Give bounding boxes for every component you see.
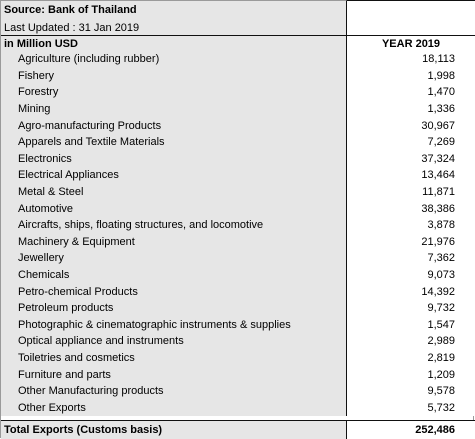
table-row: Furniture and parts 1,209 <box>1 366 475 383</box>
row-value[interactable]: 2,989 <box>347 333 475 350</box>
row-value[interactable]: 2,819 <box>347 349 475 367</box>
row-label[interactable]: Photographic & cinematographic instrumen… <box>1 316 347 334</box>
row-value[interactable]: 14,392 <box>347 283 475 300</box>
row-label[interactable]: Toiletries and cosmetics <box>1 349 347 367</box>
row-label[interactable]: Machinery & Equipment <box>1 233 347 251</box>
row-label[interactable]: Agriculture (including rubber) <box>1 51 347 68</box>
row-value[interactable]: 30,967 <box>347 117 475 134</box>
total-row: Total Exports (Customs basis) 252,486 <box>1 420 475 439</box>
row-label[interactable]: Electronics <box>1 150 347 168</box>
table-row: Agriculture (including rubber) 18,113 <box>1 51 475 68</box>
table-row: Other Manufacturing products 9,578 <box>1 383 475 400</box>
table-row: Chemicals 9,073 <box>1 266 475 284</box>
table-row: Photographic & cinematographic instrumen… <box>1 316 475 334</box>
row-label[interactable]: Jewellery <box>1 250 347 267</box>
row-value[interactable]: 38,386 <box>347 200 475 217</box>
row-value[interactable]: 1,547 <box>347 316 475 334</box>
table-row: Fishery 1,998 <box>1 67 475 85</box>
row-value[interactable]: 37,324 <box>347 150 475 168</box>
row-value[interactable]: 11,871 <box>347 183 475 201</box>
row-value[interactable]: 1,209 <box>347 366 475 383</box>
table-row: Aircrafts, ships, floating structures, a… <box>1 217 475 234</box>
row-value[interactable]: 1,470 <box>347 84 475 101</box>
total-label[interactable]: Total Exports (Customs basis) <box>1 421 347 439</box>
row-label[interactable]: Agro-manufacturing Products <box>1 117 347 134</box>
row-value[interactable]: 18,113 <box>347 51 475 68</box>
unit-label[interactable]: in Million USD <box>1 36 347 52</box>
row-value[interactable]: 21,976 <box>347 233 475 251</box>
total-value[interactable]: 252,486 <box>347 421 475 439</box>
table-row: Petroleum products 9,732 <box>1 300 475 317</box>
last-updated-label[interactable]: Last Updated : 31 Jan 2019 <box>1 19 347 36</box>
row-label[interactable]: Other Exports <box>1 399 347 417</box>
row-label[interactable]: Mining <box>1 100 347 118</box>
row-label[interactable]: Furniture and parts <box>1 366 347 383</box>
table-row: Electronics 37,324 <box>1 150 475 168</box>
row-value[interactable]: 13,464 <box>347 167 475 184</box>
table-row: Optical appliance and instruments 2,989 <box>1 333 475 350</box>
table-row: Automotive 38,386 <box>1 200 475 217</box>
row-label[interactable]: Forestry <box>1 84 347 101</box>
row-value[interactable]: 7,362 <box>347 250 475 267</box>
row-value[interactable]: 9,578 <box>347 383 475 400</box>
row-label[interactable]: Petroleum products <box>1 300 347 317</box>
row-label[interactable]: Electrical Appliances <box>1 167 347 184</box>
source-label[interactable]: Source: Bank of Thailand <box>1 0 347 19</box>
source-row: Source: Bank of Thailand <box>1 0 475 19</box>
table-row: Electrical Appliances 13,464 <box>1 167 475 184</box>
row-label[interactable]: Fishery <box>1 67 347 85</box>
table-row: Metal & Steel 11,871 <box>1 183 475 201</box>
row-label[interactable]: Apparels and Textile Materials <box>1 134 347 151</box>
row-value[interactable]: 1,336 <box>347 100 475 118</box>
table-row: Other Exports 5,732 <box>1 399 475 417</box>
row-value[interactable]: 9,073 <box>347 266 475 284</box>
row-value[interactable]: 1,998 <box>347 67 475 85</box>
row-value[interactable]: 7,269 <box>347 134 475 151</box>
table-row: Petro-chemical Products 14,392 <box>1 283 475 300</box>
row-value[interactable]: 3,878 <box>347 217 475 234</box>
year-column-header[interactable]: YEAR 2019 <box>347 36 475 52</box>
row-value[interactable]: 5,732 <box>347 399 475 417</box>
row-label[interactable]: Chemicals <box>1 266 347 284</box>
row-label[interactable]: Other Manufacturing products <box>1 383 347 400</box>
row-label[interactable]: Automotive <box>1 200 347 217</box>
row-value[interactable]: 9,732 <box>347 300 475 317</box>
table-row: Machinery & Equipment 21,976 <box>1 233 475 251</box>
last-updated-row: Last Updated : 31 Jan 2019 <box>1 19 475 36</box>
row-label[interactable]: Optical appliance and instruments <box>1 333 347 350</box>
table-row: Mining 1,336 <box>1 100 475 118</box>
table-row: Agro-manufacturing Products 30,967 <box>1 117 475 134</box>
last-updated-value-cell[interactable] <box>347 19 475 36</box>
row-label[interactable]: Metal & Steel <box>1 183 347 201</box>
row-label[interactable]: Aircrafts, ships, floating structures, a… <box>1 217 347 234</box>
table-row: Forestry 1,470 <box>1 84 475 101</box>
table-row: Apparels and Textile Materials 7,269 <box>1 134 475 151</box>
table-row: Jewellery 7,362 <box>1 250 475 267</box>
table-row: Toiletries and cosmetics 2,819 <box>1 349 475 367</box>
source-value-cell[interactable] <box>347 0 475 19</box>
row-label[interactable]: Petro-chemical Products <box>1 283 347 300</box>
